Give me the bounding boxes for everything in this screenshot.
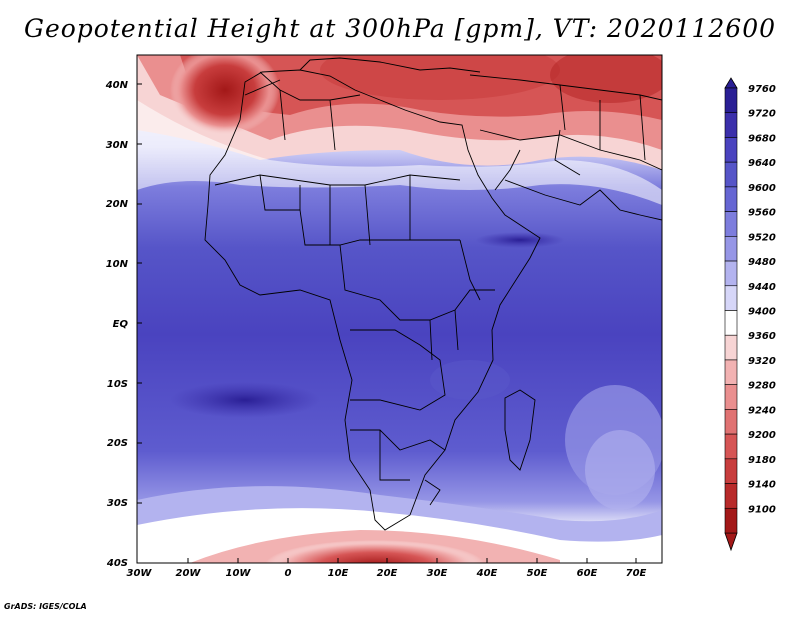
colorbar-swatch [724,87,738,114]
lat-label: 30S [107,498,128,509]
colorbar-label: 9240 [748,405,776,416]
lat-label: 10N [106,259,129,270]
colorbar-label: 9520 [748,232,776,243]
colorbar-label: 9720 [748,109,776,120]
map-title: Geopotential Height at 300hPa [gpm], VT:… [23,14,777,43]
colorbar-bottom-arrow [724,532,738,552]
lat-label: 40S [106,558,128,569]
lon-label: 70E [626,568,647,579]
colorbar-label: 9360 [748,331,776,342]
colorbar-label: 9280 [748,381,776,392]
colorbar-label: 9320 [748,356,776,367]
colorbar-swatch [724,359,738,385]
colorbar-swatch [724,458,738,484]
colorbar-swatch [724,260,738,287]
lat-label: 40N [105,80,129,91]
colorbar-swatch [724,112,738,138]
latitude-axis: 40N 30N 20N 10N EQ 10S 20S 30S 40S [105,80,142,569]
colorbar-label: 9480 [748,257,776,268]
lon-label: 30W [127,568,153,579]
lon-label: 60E [577,568,598,579]
colorbar-label: 9640 [748,158,776,169]
colorbar-label: 9600 [748,183,776,194]
credit-text: GrADS: IGES/COLA [4,602,87,611]
colorbar-swatch [724,433,738,460]
colorbar-top-arrow [724,77,738,89]
colorbar-label: 9560 [748,208,776,219]
lon-label: 20W [176,568,202,579]
colorbar-swatch [724,236,738,262]
colorbar-swatch [724,285,738,311]
colorbar-swatch [724,409,738,435]
height-field [137,55,662,563]
colorbar-label: 9180 [748,455,776,466]
africa-coastline [204,57,662,531]
colorbar-swatch [724,137,738,163]
colorbar-label: 9100 [748,504,776,515]
lon-label: 30E [427,568,448,579]
lon-label: 50E [527,568,548,579]
colorbar-label: 9200 [748,430,776,441]
lat-label: EQ [113,319,129,330]
lat-label: 20S [107,438,128,449]
colorbar-label: 9440 [748,282,776,293]
colorbar-swatch [724,186,738,212]
colorbar-swatch [724,384,738,410]
colorbar-swatch [724,161,738,188]
colorbar-label: 9140 [748,480,776,491]
lon-label: 0 [285,568,292,579]
colorbar-swatch [724,310,738,336]
lat-label: 30N [106,140,129,151]
longitude-axis: 30W 20W 10W 0 10E 20E 30E 40E 50E 60E 70… [127,558,647,579]
lat-label: 10S [107,379,128,390]
colorbar-swatch [724,483,738,509]
lon-label: 40E [476,568,498,579]
colorbar-swatch [724,507,738,534]
lon-label: 20E [377,568,398,579]
colorbar-label: 9680 [748,133,776,144]
map-frame [136,54,663,564]
colorbar-swatch [724,334,738,361]
lat-label: 20N [106,199,129,210]
colorbar-label: 9760 [748,84,776,95]
colorbar-swatch [724,211,738,237]
lon-label: 10W [226,568,252,579]
colorbar: 9760 9720 9680 9640 9600 9560 9520 9480 9440 9400… [724,77,776,552]
colorbar-label: 9400 [748,307,776,318]
lon-label: 10E [328,568,349,579]
